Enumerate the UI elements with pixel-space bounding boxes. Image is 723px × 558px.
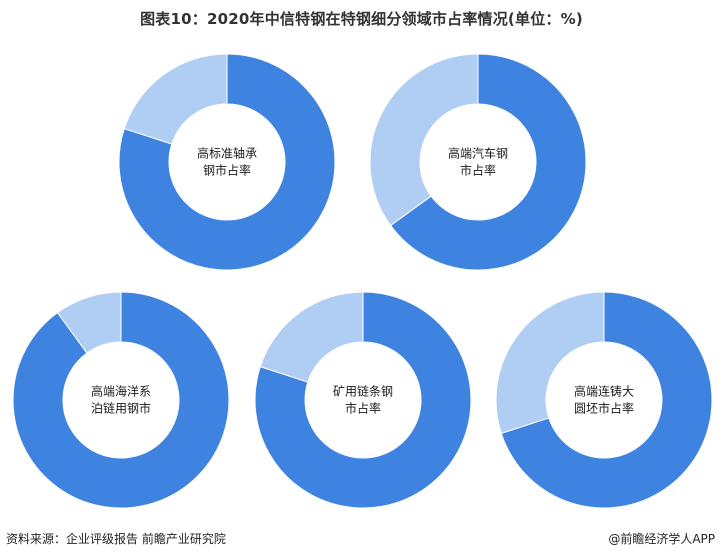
donut-4-label: 矿用链条钢 (333, 384, 393, 399)
donut-1-rest-slice (123, 53, 228, 145)
donut-1-label: 高标准轴承 (197, 146, 257, 161)
donut-5-label: 圆坯市占率 (574, 401, 634, 416)
donut-4-label: 市占率 (345, 401, 381, 416)
donut-1-label: 钢市占率 (203, 163, 251, 178)
donut-5-rest-slice (495, 291, 605, 435)
donut-2-label: 高端汽车钢 (448, 146, 508, 161)
donut-3-label: 高端海洋系 (91, 384, 151, 399)
source-note: 资料来源：企业评级报告 前瞻产业研究院 (6, 532, 226, 546)
brand-credit: @前瞻经济学人APP (608, 532, 715, 546)
donut-2-share-slice (389, 53, 587, 271)
donut-5-share-slice (500, 291, 713, 509)
donut-2-label: 市占率 (460, 163, 496, 178)
donut-3-label: 泊链用钢市 (91, 401, 151, 416)
donut-3-share-slice (12, 291, 230, 509)
donut-5-label: 高端连铸大 (574, 384, 634, 399)
chart-title: 图表10：2020年中信特钢在特钢细分领域市占率情况(单位：%) (140, 10, 583, 28)
donut-4-share-slice (254, 291, 472, 509)
donut-1-share-slice (118, 53, 336, 271)
donut-3-rest-slice (56, 291, 122, 354)
donut-4-rest-slice (259, 291, 364, 383)
donut-2-rest-slice (369, 53, 479, 227)
